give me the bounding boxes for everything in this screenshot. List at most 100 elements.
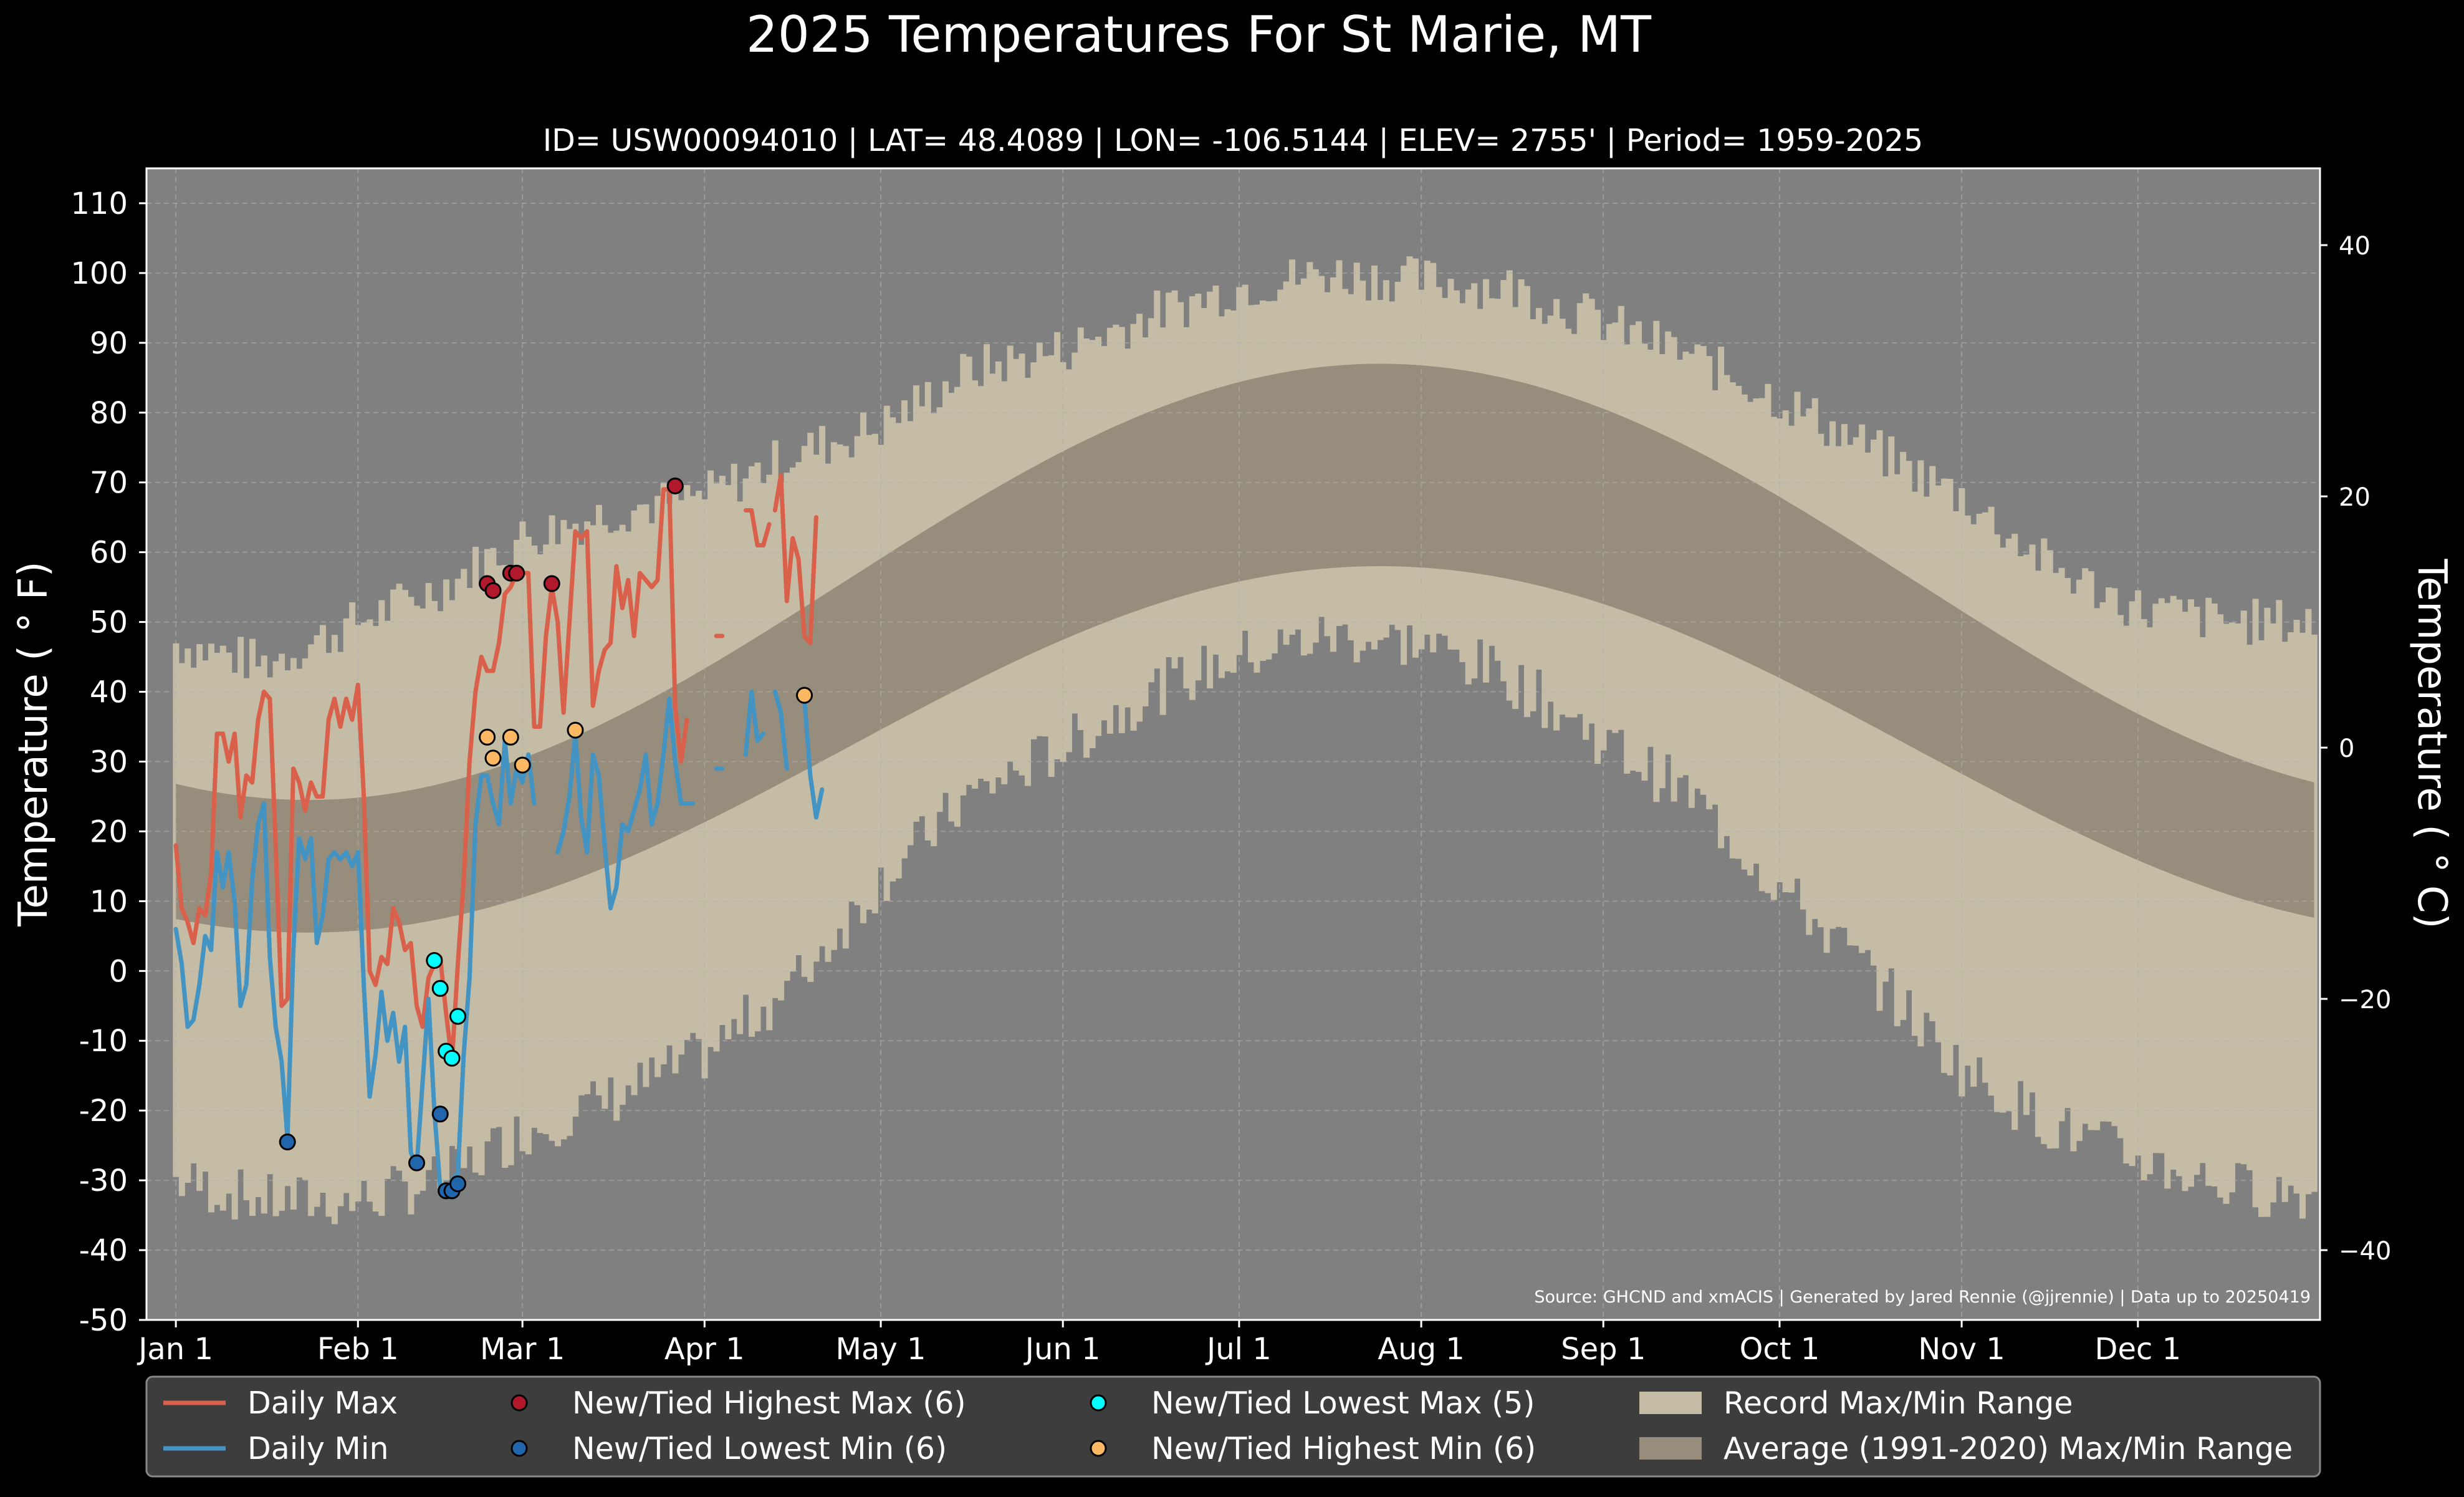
- record-range-bar: [2193, 607, 2200, 1175]
- record-range-bar: [255, 666, 262, 1197]
- record-range-bar: [1894, 474, 1901, 1026]
- record-range-bar: [2111, 588, 2118, 1127]
- plot-frame: [145, 167, 2321, 1321]
- legend-label: Daily Max: [247, 1385, 398, 1421]
- source-note: Source: GHCND and xmACIS | Generated by …: [1534, 1288, 2311, 1307]
- y-tick-label: 90: [90, 326, 128, 361]
- record-range-bar: [178, 663, 185, 1196]
- record-marker: [666, 477, 684, 494]
- series-line: [743, 690, 766, 757]
- y-tick-label: 70: [90, 466, 128, 501]
- y-tick-label: 0: [108, 954, 128, 989]
- y-tick-label: 60: [90, 536, 128, 570]
- record-marker: [479, 728, 496, 746]
- record-marker: [484, 749, 502, 767]
- record-marker: [543, 575, 560, 592]
- record-range-bar: [2000, 547, 2006, 1113]
- record-range-bar: [231, 672, 238, 1220]
- record-marker: [502, 728, 519, 746]
- y-axis-label-right: Temperature ( ° C): [2409, 558, 2455, 928]
- record-range-bar: [2094, 608, 2101, 1130]
- normal-range-band: [176, 363, 2314, 933]
- y-axis-label-left: Temperature ( ° F): [11, 561, 57, 927]
- legend-label: New/Tied Lowest Max (5): [1151, 1385, 1535, 1421]
- record-range-bar: [2258, 640, 2265, 1217]
- x-tick-label: Mar 1: [480, 1332, 565, 1367]
- record-range-bar: [2199, 637, 2206, 1163]
- record-range-bar: [2170, 595, 2177, 1170]
- legend-patch-swatch: [1639, 1392, 1702, 1414]
- record-range-bar: [2053, 572, 2059, 1148]
- series-line: [173, 487, 689, 1064]
- record-marker: [431, 1105, 449, 1123]
- x-tick-label: Feb 1: [317, 1332, 399, 1367]
- series-line: [772, 473, 813, 645]
- record-range-bar: [2123, 625, 2130, 1164]
- series-daily-min: [173, 690, 825, 1196]
- record-range-bar: [2082, 568, 2089, 1124]
- series-line: [555, 696, 695, 911]
- y-tick-label: 110: [70, 186, 128, 221]
- y-tick-label: 40: [90, 675, 128, 710]
- record-range-bar: [2211, 604, 2218, 1187]
- record-range-bar: [2076, 579, 2083, 1141]
- record-range-bar: [1976, 513, 1983, 1057]
- x-tick-label: Sep 1: [1561, 1332, 1646, 1367]
- chart-subtitle: ID= USW00094010 | LAT= 48.4089 | LON= -1…: [543, 123, 1924, 158]
- record-range-bar: [261, 655, 267, 1214]
- record-range-bar: [2176, 599, 2183, 1177]
- record-range-bar: [2088, 571, 2094, 1130]
- legend-box: [145, 1375, 2321, 1478]
- record-range-bar: [219, 645, 226, 1211]
- record-range-bar: [1964, 515, 1971, 1066]
- series-line: [743, 508, 772, 547]
- record-range-bar: [2023, 554, 2030, 1115]
- legend-patch-swatch: [1639, 1437, 1702, 1460]
- y2-tick-label: 0: [2339, 734, 2354, 763]
- record-range-bar: [2064, 578, 2071, 1109]
- series-line: [772, 690, 789, 771]
- record-marker: [484, 582, 502, 599]
- record-range-bar: [2041, 538, 2048, 1144]
- record-range-bar: [2264, 607, 2271, 1217]
- y2-tick-label: −20: [2339, 986, 2391, 1014]
- legend: Daily Max New/Tied Highest Max (6) New/Tie…: [145, 1375, 2321, 1478]
- y-tick-label: -50: [79, 1303, 128, 1338]
- legend-label: New/Tied Highest Max (6): [572, 1385, 966, 1421]
- record-range-bar: [1947, 479, 1953, 1076]
- y2-tick-label: −40: [2339, 1237, 2391, 1266]
- record-range-bar: [2187, 599, 2194, 1187]
- record-range-bar: [2205, 597, 2212, 1186]
- record-range-bar: [2099, 602, 2106, 1122]
- y-tick-label: 10: [90, 884, 128, 919]
- record-range-bar: [2281, 642, 2288, 1202]
- record-range-bar: [272, 661, 279, 1216]
- y-tick-label: -20: [79, 1094, 128, 1129]
- series-line: [173, 738, 537, 1196]
- record-range-bar: [2135, 590, 2142, 1156]
- record-range-bar: [2029, 544, 2036, 1093]
- record-range-bar: [2017, 556, 2024, 1081]
- legend-label: Average (1991-2020) Max/Min Range: [1723, 1431, 2293, 1466]
- record-range-bar: [1952, 511, 1960, 1045]
- x-tick-label: Apr 1: [664, 1332, 745, 1367]
- plot-area: -50 -40 -30 -20 -10 0 10 20 30 40 50 60 70 80 90 100 110…: [70, 167, 2391, 1367]
- record-range-bar: [2246, 645, 2253, 1170]
- chart-title: 2025 Temperatures For St Marie, MT: [746, 6, 1652, 64]
- legend-label: Daily Min: [247, 1431, 389, 1466]
- x-tick-label: Oct 1: [1740, 1332, 1820, 1367]
- record-range-bar: [1982, 512, 1989, 1083]
- x-tick-label: Jan 1: [137, 1332, 213, 1367]
- record-range-bar: [1970, 524, 1977, 1087]
- record-range-bar: [2070, 594, 2077, 1152]
- y-tick-label: 100: [70, 256, 128, 291]
- series-line: [808, 515, 818, 645]
- record-range-bar: [2058, 567, 2065, 1122]
- record-range-bar: [279, 653, 285, 1211]
- record-range-bar: [2117, 615, 2124, 1138]
- record-marker: [449, 1008, 466, 1025]
- y-tick-label: -10: [79, 1024, 128, 1059]
- record-range-bar: [325, 653, 332, 1217]
- series-daily-max: [173, 473, 818, 1064]
